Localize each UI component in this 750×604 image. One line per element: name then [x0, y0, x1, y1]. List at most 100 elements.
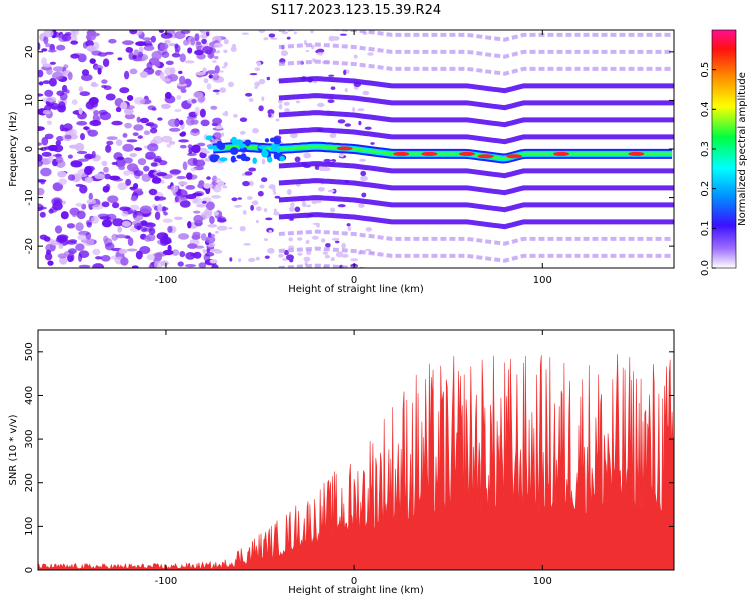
spectrogram-blob — [267, 156, 273, 163]
colorbar-tick-label: 0.2 — [700, 181, 711, 197]
spectrogram-blob — [169, 169, 182, 175]
spectrogram-dot — [360, 170, 367, 177]
y-tick-label: -20 — [24, 238, 35, 254]
spectrogram-band — [278, 127, 674, 145]
spectrogram-blob — [99, 111, 112, 121]
spectrogram-blob — [84, 153, 93, 160]
spectrogram-blob — [191, 144, 201, 154]
spectrogram-dot — [273, 191, 277, 195]
spectrogram-blob — [193, 214, 204, 224]
spectrogram-blob — [70, 40, 79, 45]
spectrogram-dot — [239, 130, 246, 135]
snr-x-label: Height of straight line (km) — [288, 585, 424, 596]
spectrogram-blob — [38, 93, 44, 97]
spectrogram-dot — [343, 69, 347, 76]
spectrogram-blob — [178, 233, 190, 240]
spectrogram-blob — [58, 178, 67, 185]
spectrogram-dot — [261, 96, 265, 101]
spectrogram-blob — [163, 211, 168, 216]
spectrogram-blob — [176, 195, 184, 203]
spectrogram-dot — [261, 158, 266, 165]
spectrogram-blob — [57, 170, 67, 178]
spectrogram-blob — [88, 192, 94, 201]
spectrogram-blob — [129, 204, 140, 211]
spectrogram-blob — [166, 143, 172, 148]
spectrogram-blob — [78, 253, 83, 262]
spectrogram-y-ticks: -20 -10 0 10 20 — [24, 45, 674, 254]
spectrogram-blob — [147, 105, 156, 111]
spectrogram-dot — [357, 108, 365, 112]
spectrogram-band — [278, 42, 674, 59]
spectrogram-blob — [185, 118, 195, 126]
spectrogram-blob — [68, 239, 78, 243]
spectrogram-dot — [365, 227, 372, 232]
spectrogram-blob — [105, 51, 114, 55]
spectrogram-blob — [174, 44, 181, 53]
spectrogram-blob — [245, 141, 250, 147]
spectrogram-blob — [173, 216, 183, 220]
spectrogram-blob — [55, 156, 64, 164]
spectrogram-blob — [157, 117, 163, 121]
spectrogram-blob — [207, 224, 218, 228]
spectrogram-blob — [125, 178, 132, 186]
spectrogram-dot — [250, 204, 255, 211]
spectrogram-blob — [92, 263, 104, 268]
colorbar-tick-label: 0.5 — [700, 62, 711, 78]
spectrogram-blob — [55, 140, 61, 146]
spectrogram-dot — [219, 70, 224, 73]
spectrogram-blob — [157, 203, 163, 212]
spectrogram-blob — [126, 248, 138, 252]
spectrogram-blob — [188, 147, 193, 155]
spectrogram-band — [278, 263, 371, 268]
spectrogram-blob — [150, 162, 158, 167]
spectrogram-blob — [176, 175, 187, 180]
spectrogram-dot — [245, 92, 253, 97]
spectrogram-dot — [344, 88, 348, 93]
spectrogram-dot — [334, 240, 340, 244]
spectrogram-blob — [139, 117, 149, 124]
spectrogram-blob — [198, 262, 207, 268]
colorbar-ticks: 0.0 0.1 0.2 0.3 0.4 0.5 — [700, 62, 716, 276]
spectrogram-dot — [350, 258, 359, 262]
spectrogram-blob — [83, 237, 95, 247]
spectrogram-dot — [202, 248, 206, 254]
spectrogram-blob — [129, 30, 138, 35]
spectrogram-blob — [57, 253, 68, 259]
spectrogram-blob — [161, 51, 170, 58]
spectrogram-dot — [312, 222, 321, 225]
spectrogram-blob — [162, 206, 167, 213]
spectrogram-blob — [119, 206, 131, 212]
spectrogram-blob — [112, 218, 124, 227]
spectrogram-dot — [248, 97, 254, 102]
spectrogram-blob — [148, 169, 156, 178]
spectrogram-blob — [49, 61, 56, 65]
spectrogram-blob — [139, 71, 148, 78]
spectrogram-blob — [56, 90, 65, 96]
spectrogram-band — [278, 195, 674, 213]
spectrogram-y-label: Frequency (Hz) — [8, 111, 19, 187]
spectrogram-blob — [62, 127, 69, 132]
y-tick-label: 400 — [24, 386, 35, 405]
spectrogram-dot — [361, 192, 367, 198]
spectrogram-blob — [230, 155, 236, 163]
spectrogram-blob — [180, 189, 186, 196]
spectrogram-blob — [179, 132, 186, 137]
spectrogram-blob — [193, 210, 201, 214]
spectrogram-dot — [220, 79, 224, 83]
spectrogram-blob — [201, 211, 213, 219]
spectrogram-blob — [86, 45, 96, 52]
spectrogram-blob — [205, 135, 213, 141]
spectrogram-blob — [205, 236, 216, 244]
spectrogram-blob — [79, 91, 91, 97]
spectrogram-blob — [133, 170, 144, 177]
spectrogram-band — [278, 59, 674, 76]
spectrogram-dot — [367, 52, 374, 56]
spectrogram-dot — [322, 251, 329, 255]
spectrogram-dot — [214, 249, 223, 254]
spectrogram-blob — [141, 173, 151, 182]
spectrogram-blob — [122, 143, 134, 152]
spectrogram-dot — [286, 254, 294, 261]
spectrogram-blob — [85, 232, 92, 240]
spectrogram-peak — [393, 151, 410, 156]
